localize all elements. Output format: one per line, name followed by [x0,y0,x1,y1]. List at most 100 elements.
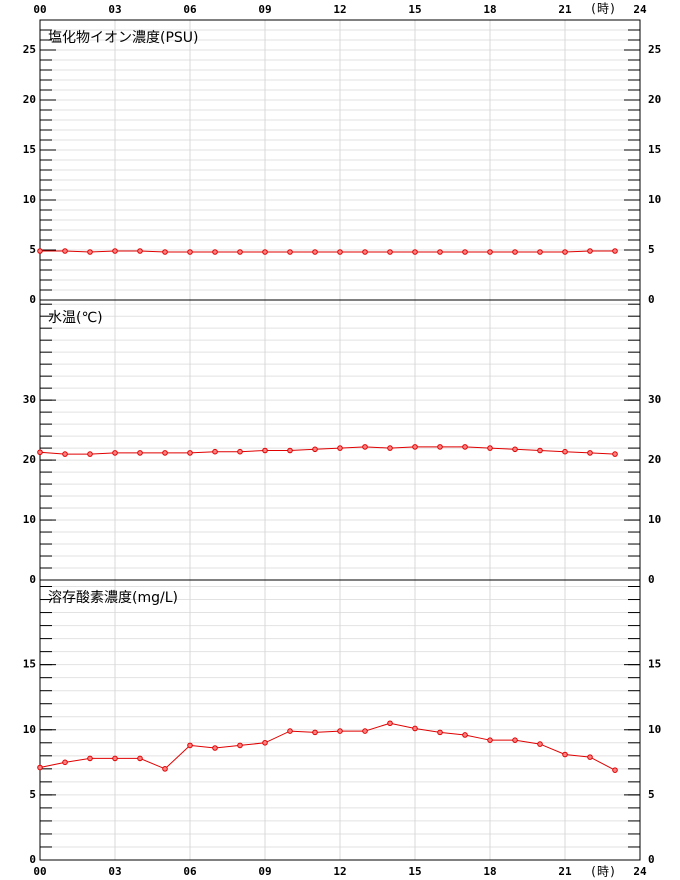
x-tick-label: 00 [33,865,46,878]
data-point [512,249,518,255]
data-point [137,450,143,456]
y-tick-label: 0 [648,573,655,586]
data-point [612,767,618,773]
data-point [512,737,518,743]
data-point [262,739,268,746]
x-tick-label: 09 [258,865,271,878]
data-point [112,755,118,762]
data-point [387,720,393,727]
y-tick-label: 5 [648,243,655,256]
x-tick-label: 00 [33,3,46,16]
data-point [37,764,43,771]
data-point [237,448,243,455]
data-point [537,249,543,255]
x-tick-label: 06 [183,865,197,878]
panel-title: 塩化物イオン濃度(PSU) [48,30,199,46]
data-point [87,451,93,457]
x-tick-label: 09 [258,3,271,16]
y-tick-label: 0 [648,853,655,866]
data-point [287,728,293,734]
data-point [87,249,93,255]
data-point [62,759,68,766]
data-point [312,446,318,453]
data-point [37,248,43,254]
data-point [462,444,468,450]
x-tick-label: 24 [633,3,647,16]
data-point [412,249,418,255]
x-tick-label: 03 [108,865,121,878]
data-point [587,248,593,254]
data-point [162,249,168,255]
x-tick-label: 15 [408,865,421,878]
data-point [512,446,518,453]
panel-title: 溶存酸素濃度(mg/L) [48,590,178,606]
data-line [39,446,616,455]
x-axis-label: (時) [590,2,616,16]
data-point [562,751,568,758]
data-point [537,741,543,747]
data-point [337,728,343,734]
data-point [462,249,468,255]
y-tick-label: 0 [29,853,36,866]
data-point [437,444,443,450]
x-tick-label: 03 [108,3,121,16]
data-point [137,755,143,762]
data-point [87,755,93,762]
y-tick-label: 25 [648,43,661,56]
y-tick-label: 0 [29,293,36,306]
data-point [287,249,293,255]
data-line [40,250,615,253]
y-tick-label: 5 [29,788,36,801]
data-point [337,249,343,255]
x-tick-label: 18 [483,865,496,878]
y-tick-label: 20 [23,93,36,106]
y-tick-label: 10 [23,513,36,526]
data-point [237,742,243,749]
data-point [312,729,318,736]
y-tick-label: 10 [23,193,36,206]
data-point [612,248,618,254]
data-point [287,447,293,454]
y-tick-label: 15 [648,143,661,156]
data-point [262,447,268,454]
data-point [212,448,218,455]
data-point [362,728,368,734]
y-tick-label: 20 [23,453,36,466]
y-tick-label: 10 [648,193,661,206]
data-point [487,445,493,451]
data-point [37,449,43,456]
x-tick-label: 18 [483,3,496,16]
y-tick-label: 0 [29,573,36,586]
data-point [587,754,593,760]
panel-title: 水温(℃) [48,310,103,326]
data-point [362,444,368,450]
data-point [137,248,143,254]
data-point [62,248,68,254]
y-tick-label: 10 [648,723,661,736]
data-point [587,450,593,456]
x-tick-label: 12 [333,865,346,878]
data-point [487,249,493,255]
y-tick-label: 20 [648,93,661,106]
data-point [487,737,493,743]
data-point [437,729,443,736]
y-tick-label: 0 [648,293,655,306]
y-tick-label: 10 [23,723,36,736]
y-tick-label: 20 [648,453,661,466]
data-point [562,249,568,255]
data-point [462,732,468,738]
data-point [187,742,193,749]
data-point [187,249,193,255]
x-tick-label: 15 [408,3,421,16]
data-point [262,249,268,255]
data-point [337,445,343,451]
data-point [212,249,218,255]
y-tick-label: 15 [648,658,661,671]
data-point [62,451,68,457]
y-tick-label: 5 [648,788,655,801]
plot-frame [39,579,641,861]
data-point [112,450,118,456]
data-point [312,249,318,255]
data-point [237,249,243,255]
